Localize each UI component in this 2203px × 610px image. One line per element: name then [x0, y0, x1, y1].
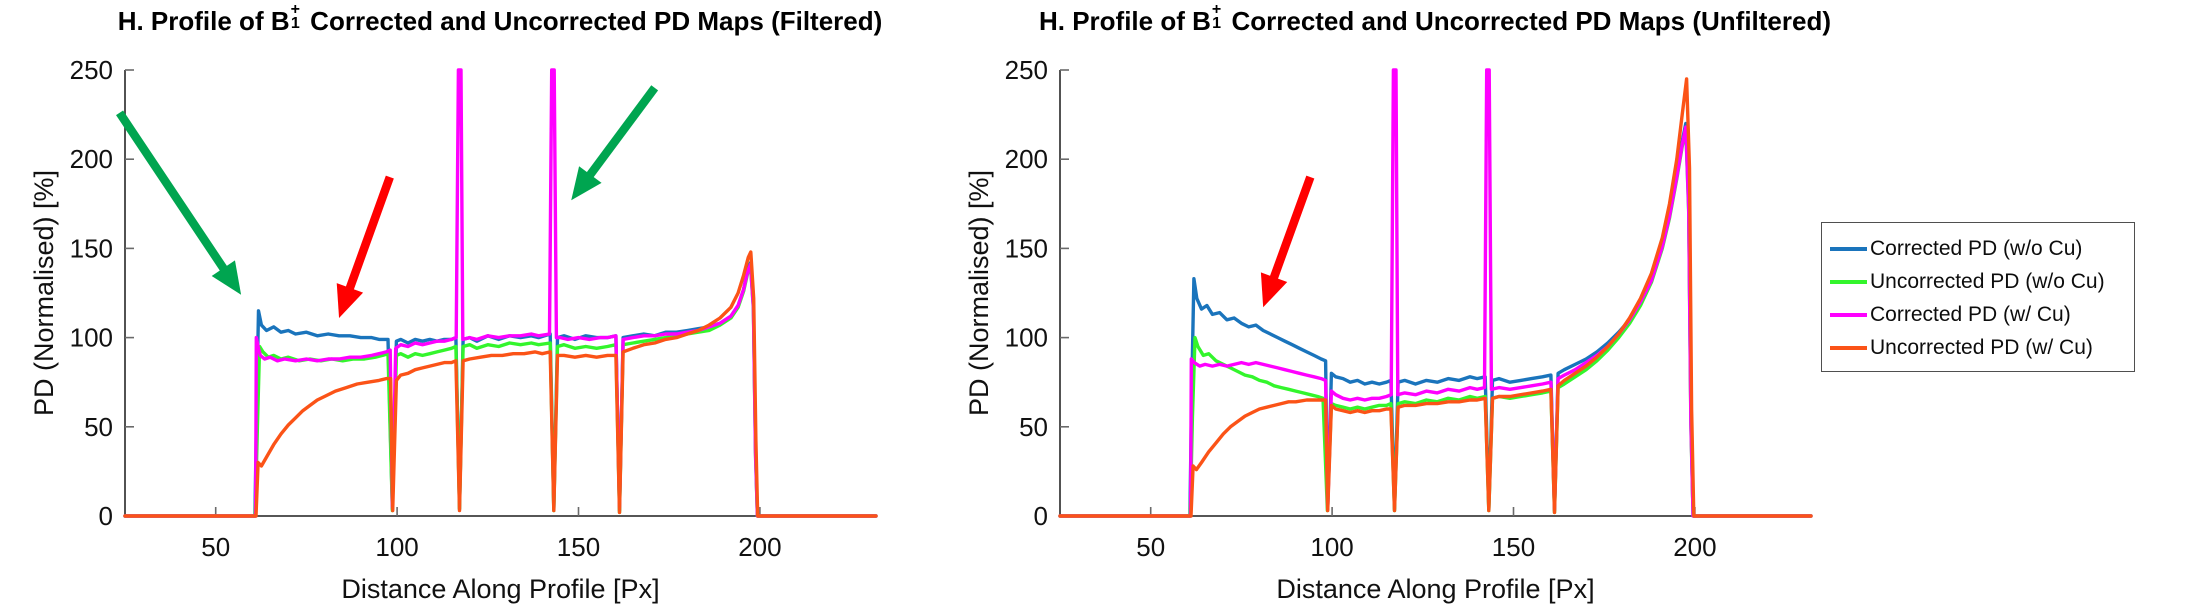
- title-subscript: 1: [1212, 14, 1222, 32]
- legend-item: Corrected PD (w/o Cu): [1830, 232, 2128, 265]
- x-tick-label: 50: [1136, 532, 1165, 562]
- annotation-arrow-head: [1260, 272, 1288, 308]
- x-axis-label: Distance Along Profile [Px]: [341, 574, 659, 604]
- x-tick-label: 200: [738, 532, 781, 562]
- x-tick-label: 50: [201, 532, 230, 562]
- legend-label: Uncorrected PD (w/o Cu): [1870, 269, 2105, 293]
- axis-lines: [124, 70, 876, 517]
- y-tick-label: 250: [1005, 55, 1048, 85]
- series-uncorrected-pd-w-cu: [1058, 77, 1813, 518]
- legend-line-swatch: [1830, 345, 1867, 350]
- axis-lines: [1059, 70, 1811, 517]
- x-axis-label: Distance Along Profile [Px]: [1276, 574, 1594, 604]
- y-axis-label: PD (Normalised) [%]: [29, 170, 59, 416]
- y-tick-label: 100: [1005, 323, 1048, 353]
- x-tick-label: 100: [375, 532, 418, 562]
- y-tick-label: 150: [1005, 233, 1048, 263]
- annotation-arrow-shaft: [1268, 175, 1315, 283]
- y-axis-label: PD (Normalised) [%]: [964, 170, 994, 416]
- y-tick-label: 250: [70, 55, 113, 85]
- legend-label: Corrected PD (w/o Cu): [1870, 236, 2083, 260]
- legend-item: Uncorrected PD (w/o Cu): [1830, 265, 2128, 298]
- y-tick-label: 50: [1019, 412, 1048, 442]
- legend-line-swatch: [1830, 279, 1867, 284]
- series-uncorrected-pd-w-cu: [123, 250, 878, 518]
- x-tick-label: 100: [1310, 532, 1353, 562]
- legend-line-swatch: [1830, 312, 1867, 317]
- title-b1-supsub: +1: [1211, 1, 1222, 32]
- title-superscript: +: [290, 1, 300, 18]
- y-tick-label: 150: [70, 233, 113, 263]
- chart-title-unfiltered: H. Profile of B +1 Corrected and Uncorrec…: [1030, 1, 1840, 37]
- legend-line-swatch: [1830, 246, 1867, 251]
- legend-box: Corrected PD (w/o Cu) Uncorrected PD (w/o…: [1821, 222, 2135, 372]
- y-tick-label: 100: [70, 323, 113, 353]
- x-tick-label: 150: [557, 532, 600, 562]
- title-text-suffix: Corrected and Uncorrected PD Maps (Filte…: [302, 6, 883, 36]
- series-corrected-pd-w-o-cu: [123, 261, 878, 518]
- series-uncorrected-pd-w-o-cu: [1058, 127, 1813, 518]
- title-superscript: +: [1211, 1, 1222, 18]
- y-tick-label: 0: [1034, 501, 1048, 531]
- series-corrected-pd-w-o-cu: [1058, 121, 1813, 518]
- legend-label: Corrected PD (w/ Cu): [1870, 302, 2071, 326]
- chart-title-filtered: H. Profile of B +1 Corrected and Uncorrec…: [95, 1, 905, 37]
- series-uncorrected-pd-w-o-cu: [123, 264, 878, 518]
- x-tick-label: 150: [1492, 532, 1535, 562]
- annotation-arrow-shaft: [344, 175, 394, 294]
- annotation-arrow-shaft: [116, 110, 230, 274]
- legend-item: Uncorrected PD (w/ Cu): [1830, 331, 2128, 364]
- title-text-suffix: Corrected and Uncorrected PD Maps (Unfil…: [1224, 6, 1832, 36]
- annotation-arrow-head: [211, 260, 242, 295]
- title-subscript: 1: [290, 14, 300, 32]
- y-tick-label: 200: [1005, 144, 1048, 174]
- annotation-arrow-shaft: [584, 85, 659, 181]
- title-text-prefix: H. Profile of B: [1038, 6, 1211, 36]
- series-corrected-pd-w-cu: [1058, 68, 1813, 518]
- y-tick-label: 200: [70, 144, 113, 174]
- series-corrected-pd-w-cu: [123, 68, 878, 518]
- legend-label: Uncorrected PD (w/ Cu): [1870, 335, 2093, 359]
- annotation-arrow-head: [571, 166, 602, 201]
- annotation-arrow-head: [336, 283, 364, 318]
- title-text-prefix: H. Profile of B: [117, 6, 290, 36]
- x-tick-label: 200: [1673, 532, 1716, 562]
- title-b1-supsub: +1: [290, 1, 300, 32]
- y-tick-label: 50: [84, 412, 113, 442]
- y-tick-label: 0: [99, 501, 113, 531]
- legend-item: Corrected PD (w/ Cu): [1830, 298, 2128, 331]
